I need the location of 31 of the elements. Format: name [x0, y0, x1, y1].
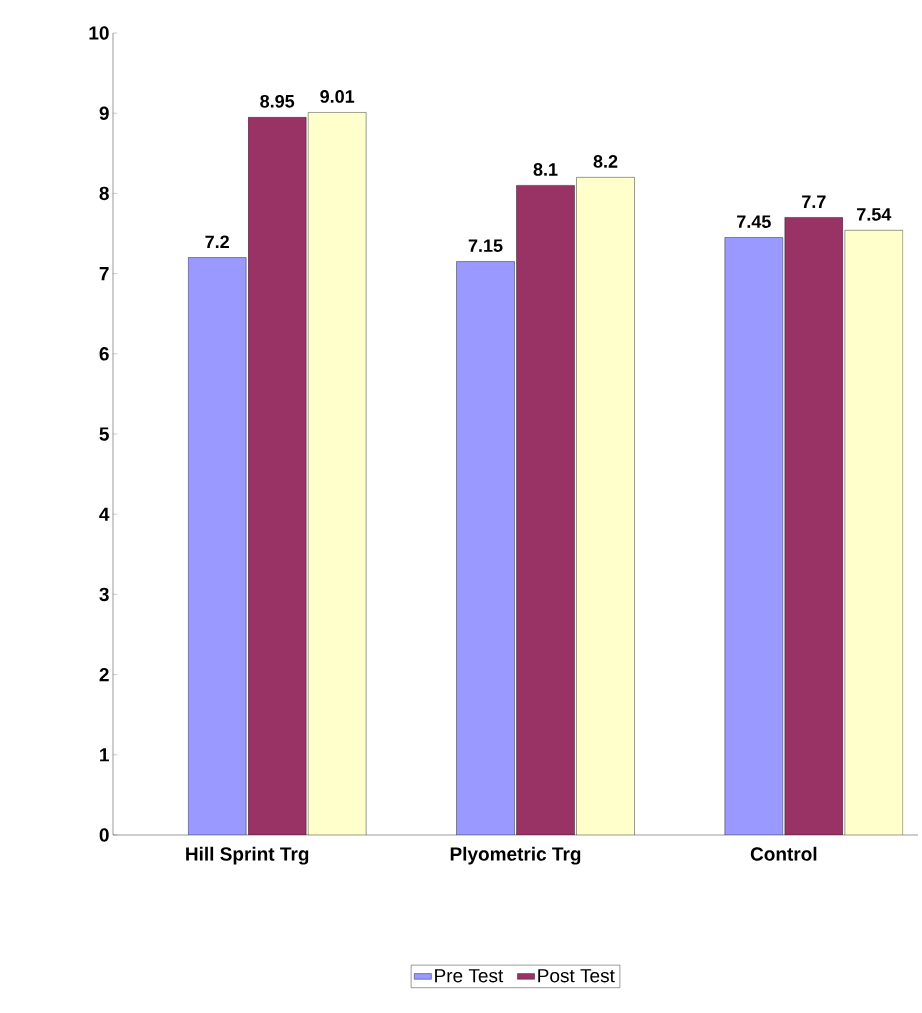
data-label: 7.54 — [857, 208, 892, 221]
y-tick-label: 8 — [99, 186, 109, 201]
bar — [188, 257, 247, 835]
data-label: 8.2 — [593, 155, 618, 168]
data-label: 7.45 — [737, 215, 771, 228]
data-label: 7.2 — [205, 235, 229, 249]
bar — [308, 112, 367, 835]
y-tick-label: 7 — [99, 267, 109, 281]
data-label: 9.01 — [320, 90, 355, 103]
y-tick-label: 4 — [99, 507, 110, 521]
x-tick-label: Hill Sprint Trg — [186, 846, 309, 865]
bar — [576, 177, 635, 835]
bar — [724, 237, 784, 835]
legend-label: Pre Test — [435, 969, 504, 983]
bar — [456, 261, 515, 835]
y-tick-label: 3 — [99, 587, 109, 602]
legend-label: Post Test — [538, 969, 615, 983]
y-tick-label: 5 — [99, 427, 109, 441]
y-tick-label: 1 — [100, 748, 109, 762]
y-tick-label: 10 — [89, 26, 109, 40]
data-label: 8.95 — [260, 94, 295, 108]
data-label: 7.15 — [468, 239, 503, 253]
y-tick-label: 0 — [99, 828, 109, 842]
bar — [844, 230, 904, 835]
x-tick-label: Control — [750, 846, 817, 861]
y-tick-label: 9 — [99, 106, 109, 120]
y-tick-label: 6 — [99, 347, 109, 361]
x-tick-label: Plyometric Trg — [450, 846, 581, 865]
y-tick-label: 2 — [99, 667, 109, 682]
data-label: 8.1 — [533, 163, 558, 176]
data-label: 7.7 — [802, 195, 826, 208]
